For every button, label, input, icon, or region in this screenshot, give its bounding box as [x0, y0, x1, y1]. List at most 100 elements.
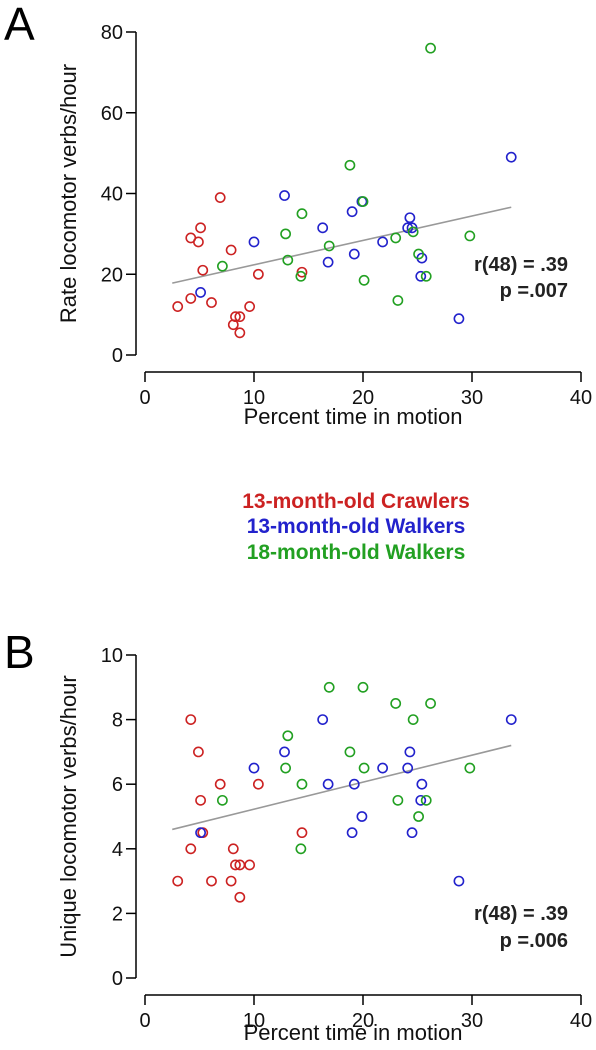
panel-b-point-walkers18 [296, 778, 308, 790]
panel-b-point-walkers13 [356, 811, 368, 822]
panel-a: A 0 20 40 60 80 0 10 20 30 40 Percent time in mot… [4, 0, 592, 429]
panel-b-point-walkers18 [407, 714, 419, 725]
panel-a-point-walkers18 [295, 270, 307, 282]
panel-b-point-walkers18 [357, 681, 369, 693]
panel-a-point-walkers18 [344, 159, 356, 171]
panel-a-point-walkers13 [322, 256, 334, 268]
panel-a-point-walkers13 [346, 206, 358, 218]
panel-b-point-walkers18 [344, 746, 356, 758]
panel-b: B 0 2 4 6 8 10 0 10 20 30 40 Percent time in motio… [4, 626, 592, 1045]
panel-b-point-walkers18 [425, 698, 436, 709]
legend-walkers-13: 13-month-old Walkers [247, 515, 466, 538]
panel-a-point-walkers18 [357, 196, 369, 207]
panel-b-x-tick-label: 10 [243, 1010, 265, 1032]
panel-a-point-walkers13 [248, 236, 260, 248]
panel-b-point-walkers13 [195, 827, 206, 839]
panel-a-x-tick-label: 30 [461, 387, 483, 409]
panel-b-point-walkers13 [248, 762, 260, 774]
panel-b-axes: 0 2 4 6 8 10 0 10 20 30 40 [101, 645, 592, 1032]
panel-a-point-walkers18 [420, 270, 432, 282]
panel-b-point-crawlers13 [225, 875, 237, 887]
panel-a-points [172, 42, 517, 339]
panel-b-point-walkers18 [420, 794, 432, 806]
panel-b-point-walkers18 [392, 794, 404, 806]
panel-b-point-walkers18 [323, 681, 335, 693]
panel-a-point-walkers13 [453, 313, 465, 325]
panel-b-point-walkers13 [453, 875, 465, 887]
panel-b-point-walkers13 [415, 794, 427, 806]
panel-a-point-walkers13 [404, 212, 416, 224]
panel-b-y-tick-label: 10 [101, 645, 123, 667]
panel-b-point-crawlers13 [206, 875, 217, 887]
panel-b-point-walkers13 [406, 827, 418, 839]
panel-a-point-walkers18 [464, 230, 476, 242]
panel-b-y-tick-label: 8 [112, 710, 123, 732]
panel-a-axes: 0 20 40 60 80 0 10 20 30 40 [101, 22, 592, 409]
panel-a-point-crawlers13 [234, 311, 246, 323]
panel-b-fit-line [172, 744, 512, 831]
panel-a-point-walkers13 [279, 190, 290, 201]
panel-a-point-crawlers13 [197, 264, 209, 276]
panel-a-point-walkers13 [377, 236, 389, 248]
panel-a-point-crawlers13 [193, 236, 204, 248]
panel-a-point-crawlers13 [195, 222, 206, 234]
panel-b-point-crawlers13 [193, 746, 204, 758]
panel-b-point-crawlers13 [296, 827, 308, 839]
panel-b-point-crawlers13 [185, 843, 197, 855]
panel-b-point-walkers18 [295, 843, 307, 855]
panel-b-x-tick-label: 0 [139, 1010, 150, 1032]
panel-a-point-crawlers13 [234, 327, 246, 339]
panel-b-x-axis-title: Percent time in motion [244, 1020, 463, 1045]
panel-b-point-crawlers13 [172, 875, 184, 887]
panel-b-point-walkers18 [464, 762, 476, 774]
panel-a-point-crawlers13 [214, 192, 226, 203]
panel-b-point-walkers18 [390, 698, 402, 709]
legend: 13-month-old Crawlers 13-month-old Walke… [242, 490, 470, 564]
panel-a-y-axis-title: Rate locomotor verbs/hour [56, 64, 81, 323]
panel-b-point-crawlers13 [185, 714, 197, 725]
panel-b-point-crawlers13 [252, 778, 264, 790]
panel-b-point-walkers18 [216, 794, 228, 806]
panel-a-x-tick-label: 10 [243, 387, 265, 409]
panel-a-fit-line [172, 206, 512, 284]
panel-b-stat-r: r(48) = .39 [474, 903, 568, 925]
panel-label-b: B [4, 626, 35, 678]
panel-b-points [172, 681, 517, 903]
panel-a-y-tick-label: 60 [101, 103, 123, 125]
panel-a-point-walkers18 [407, 226, 419, 238]
panel-b-point-walkers18 [282, 730, 294, 742]
panel-a-point-walkers18 [323, 240, 335, 252]
panel-a-point-crawlers13 [206, 297, 217, 308]
panel-b-x-tick-label: 20 [352, 1010, 374, 1032]
panel-b-point-crawlers13 [195, 794, 206, 806]
panel-a-stat-r: r(48) = .39 [474, 254, 568, 276]
panel-a-point-walkers13 [195, 287, 206, 298]
panel-a-point-walkers18 [282, 254, 294, 266]
panel-b-point-walkers13 [505, 714, 517, 725]
panel-b-point-crawlers13 [227, 843, 239, 855]
panel-b-x-tick-label: 40 [570, 1010, 592, 1032]
panel-a-x-axis-title: Percent time in motion [244, 404, 463, 429]
panel-b-point-walkers13 [404, 746, 416, 758]
legend-crawlers-13: 13-month-old Crawlers [242, 490, 470, 513]
panel-a-point-walkers13 [505, 151, 517, 163]
panel-a-point-walkers13 [317, 222, 329, 234]
panel-a-point-walkers18 [425, 42, 436, 54]
panel-a-point-crawlers13 [172, 301, 184, 312]
panel-b-y-tick-label: 0 [112, 968, 123, 990]
panel-a-point-walkers13 [415, 270, 427, 282]
panel-a-stat-p: p =.007 [500, 280, 568, 302]
panel-b-y-tick-label: 2 [112, 903, 123, 925]
panel-b-point-crawlers13 [214, 778, 226, 790]
panel-a-point-crawlers13 [252, 268, 264, 280]
panel-a-x-tick-label: 0 [139, 387, 150, 409]
legend-walkers-18: 18-month-old Walkers [247, 541, 466, 564]
panel-b-y-axis-title: Unique locomotor verbs/hour [56, 675, 81, 957]
panel-b-point-crawlers13 [234, 891, 246, 903]
panel-b-point-crawlers13 [244, 859, 256, 871]
panel-a-point-walkers18 [280, 228, 292, 240]
panel-a-point-walkers18 [216, 260, 228, 272]
panel-a-point-walkers18 [390, 232, 402, 244]
panel-a-point-crawlers13 [244, 301, 256, 312]
